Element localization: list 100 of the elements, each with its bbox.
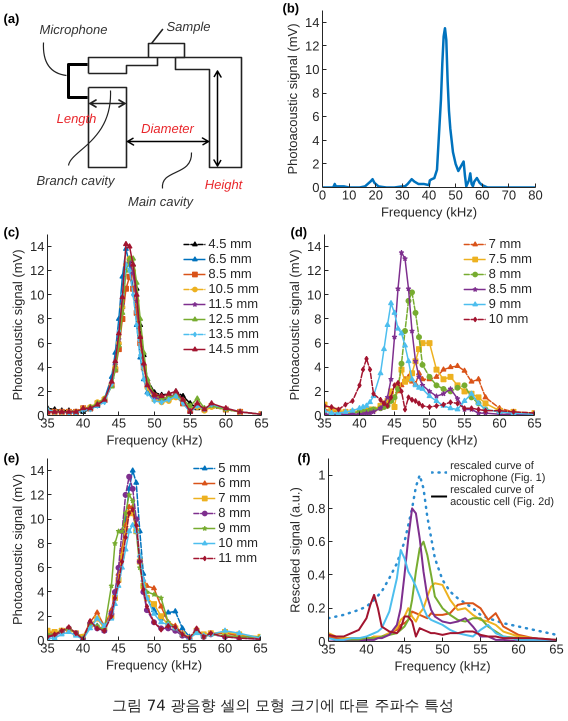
- x-tick-label: 40: [422, 188, 436, 202]
- y-tick-label: 6: [314, 336, 322, 351]
- y-tick-label: 2: [37, 384, 45, 399]
- chart-title: (c): [4, 224, 20, 240]
- x-tick-label: 50: [422, 416, 437, 430]
- x-axis-title: Frequency (kHz): [381, 432, 478, 448]
- y-tick-label: 12: [30, 263, 45, 278]
- legend-label: 14.5 mm: [208, 341, 259, 356]
- x-tick-label: 40: [76, 416, 90, 430]
- x-tick-label: 20: [368, 188, 383, 202]
- x-tick-label: 40: [359, 642, 374, 656]
- x-tick-label: 45: [111, 640, 126, 656]
- y-tick-label: 10: [307, 287, 322, 302]
- legend-label: 9 mm: [218, 520, 251, 535]
- legend-label: 8.5 mm: [488, 281, 532, 296]
- legend-label: 8.5 mm: [208, 266, 252, 281]
- y-tick-label: 2: [312, 156, 320, 172]
- y-tick-label: 8: [314, 311, 322, 326]
- y-axis-title: Rescaled signal (a.u.): [287, 487, 302, 613]
- y-tick-label: 14: [30, 463, 45, 478]
- text: Microphone: [40, 22, 108, 37]
- y-tick-label: 0.2: [307, 600, 326, 616]
- legend-label: 4.5 mm: [208, 236, 252, 251]
- y-tick-label: 14: [305, 14, 320, 30]
- y-tick-label: 10: [30, 512, 45, 527]
- legend-label: rescaled curve of microphone (Fig. 1): [450, 460, 546, 484]
- x-tick-label: 40: [352, 416, 367, 430]
- legend-label: 7 mm: [488, 236, 522, 251]
- y-tick-label: 10: [305, 62, 320, 77]
- y-tick-label: 4: [37, 360, 45, 375]
- x-tick-label: 45: [112, 416, 126, 430]
- chart-title: (d): [290, 224, 308, 240]
- legend-label: 5 mm: [218, 460, 251, 475]
- y-tick-label: 0.8: [307, 500, 326, 516]
- text: Main cavity: [128, 194, 195, 209]
- chart-title: (f): [298, 450, 310, 466]
- x-axis-title: Frequency (kHz): [106, 658, 202, 672]
- legend-label: 11 mm: [218, 550, 258, 565]
- y-tick-label: 12: [305, 38, 320, 54]
- x-tick-label: 50: [435, 642, 450, 656]
- x-tick-label: 45: [397, 642, 412, 656]
- legend-label: 10 mm: [488, 311, 528, 326]
- legend-label: 8 mm: [488, 266, 522, 281]
- legend-label: 11.5 mm: [208, 296, 258, 311]
- x-axis-title: Frequency (kHz): [394, 658, 491, 674]
- x-tick-label: 50: [147, 416, 162, 430]
- x-tick-label: 70: [502, 188, 516, 202]
- y-tick-label: 10: [30, 287, 45, 302]
- y-tick-label: 0.4: [307, 567, 326, 582]
- legend-label: 6.5 mm: [208, 251, 252, 266]
- x-tick-label: 50: [448, 188, 463, 202]
- y-tick-label: 14: [307, 239, 322, 254]
- x-tick-label: 10: [342, 188, 356, 202]
- x-axis-title: Frequency (kHz): [380, 204, 478, 220]
- y-tick-label: 14: [30, 239, 45, 254]
- legend-label: 10.5 mm: [208, 281, 259, 296]
- y-tick-label: 6: [37, 336, 45, 351]
- y-tick-label: 4: [314, 360, 322, 375]
- y-tick-label: 8: [37, 311, 45, 326]
- x-tick-label: 60: [492, 416, 507, 430]
- y-tick-label: 8: [37, 536, 45, 551]
- y-tick-label: 8: [312, 86, 320, 101]
- x-tick-label: 50: [146, 640, 162, 656]
- x-tick-label: 60: [475, 188, 490, 202]
- y-axis-title: Photoacoustic signal (mV): [287, 249, 302, 401]
- x-tick-label: 45: [387, 416, 402, 430]
- y-axis-title: Photoacoustic signal (mV): [285, 23, 300, 175]
- legend-label: 6 mm: [218, 475, 251, 490]
- text: (a): [4, 11, 20, 26]
- legend-label: 8 mm: [218, 505, 251, 520]
- x-tick-label: 60: [511, 642, 526, 656]
- legend-label: rescaled curve of acoustic cell (Fig. 2d): [450, 484, 554, 508]
- x-tick-label: 40: [76, 640, 90, 656]
- legend-label: 9 mm: [488, 296, 522, 311]
- chart-title: (e): [4, 450, 20, 466]
- x-tick-label: 65: [254, 416, 269, 430]
- caption: 그림 74 광음향 셀의 모형 크기에 따른 주파수 특성: [112, 696, 454, 714]
- y-tick-label: 12: [307, 263, 322, 278]
- x-tick-label: 65: [549, 642, 564, 656]
- y-tick-label: 4: [37, 584, 45, 600]
- x-tick-label: 65: [253, 640, 268, 656]
- x-tick-label: 55: [182, 416, 198, 430]
- x-tick-label: 55: [457, 416, 472, 430]
- y-tick-label: 0.6: [307, 534, 326, 550]
- x-tick-label: 30: [395, 188, 410, 202]
- x-tick-label: 55: [473, 642, 488, 656]
- text: Diameter: [141, 121, 195, 136]
- y-tick-label: 1: [318, 468, 326, 483]
- y-axis-title: Photoacoustic signal (mV): [10, 474, 26, 626]
- x-tick-label: 55: [182, 640, 197, 656]
- y-tick-label: 12: [30, 487, 45, 502]
- y-axis-title: Photoacoustic signal (mV): [10, 249, 26, 401]
- y-tick-label: 6: [37, 560, 45, 576]
- text: Height: [204, 177, 244, 192]
- x-tick-label: 80: [528, 188, 543, 202]
- legend-label: 12.5 mm: [208, 311, 259, 326]
- legend-label: 7 mm: [218, 490, 251, 505]
- y-tick-label: 2: [37, 608, 45, 624]
- y-tick-label: 4: [312, 132, 320, 148]
- legend-label: 7.5 mm: [488, 251, 532, 266]
